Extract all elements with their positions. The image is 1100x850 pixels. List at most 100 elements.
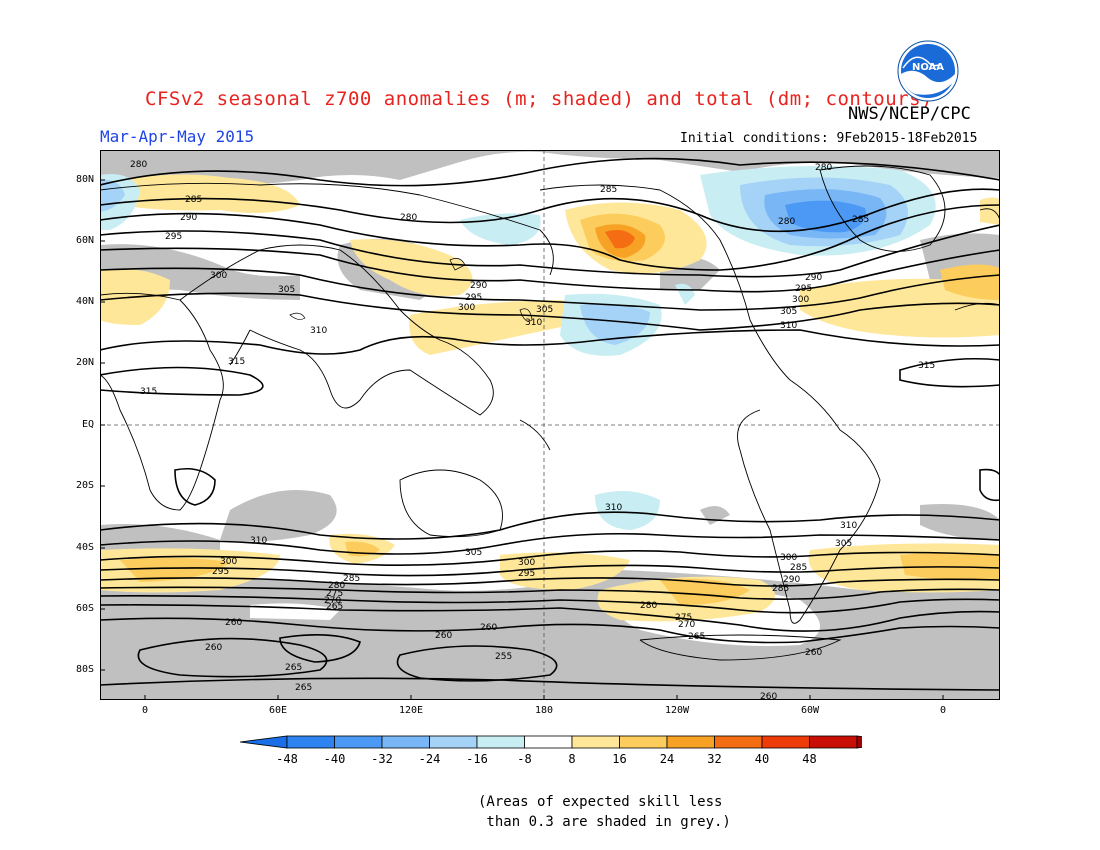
contour-label: 315 [918,361,935,371]
colorbar-swatch [761,735,810,749]
contour-label: 285 [185,195,202,205]
contour-label: 295 [212,567,229,577]
noaa-logo: NOAA [897,40,959,102]
colorbar-swatch [334,735,383,749]
colorbar-tick-label: 16 [612,752,627,766]
contour-label: 265 [688,632,705,642]
contour-label: 300 [780,553,797,563]
contour-label: 260 [760,692,777,700]
contour-label: 280 [400,213,417,223]
contour-label: 285 [852,215,869,225]
colorbar-tick-label: 32 [707,752,722,766]
contour-label: 295 [165,232,182,242]
contour-label: 300 [220,557,237,567]
colorbar-arrow-right [856,735,906,749]
contour-label: 310 [525,318,542,328]
colorbar-swatch [809,735,858,749]
contour-label: 290 [783,575,800,585]
map-title: CFSv2 seasonal z700 anomalies (m; shaded… [145,88,933,110]
contour-label-set: 280 280 285 285 290 280 280 285 295 300 … [130,160,935,700]
colorbar-swatch [524,735,573,749]
contour-label: 275 [675,613,692,623]
lat-label: 40N [75,296,94,307]
colorbar-swatch [429,735,478,749]
contour-label: 310 [840,521,857,531]
colorbar-swatch [476,735,525,749]
colorbar-tick-label: 40 [754,752,770,766]
forecast-period: Mar-Apr-May 2015 [100,127,255,146]
lon-label: 180 [534,705,554,716]
contour-label: 260 [435,631,452,641]
contour-label: 300 [458,303,475,313]
contour-label: 300 [210,271,227,281]
colorbar-tick-label: -32 [371,752,393,766]
agency-label: NWS/NCEP/CPC [848,104,971,124]
contour-label: 265 [295,683,312,693]
colorbar-tick-label: -24 [418,752,441,766]
contour-label: 260 [225,618,242,628]
contour-label: 285 [600,185,617,195]
contour-label: 280 [130,160,147,170]
contour-label: 255 [495,652,512,662]
contour-label: 260 [480,623,497,633]
contour-label: 280 [640,601,657,611]
lat-label: 60S [75,603,94,614]
lon-label: 120E [398,705,424,716]
colorbar-tick-label: -8 [517,752,532,766]
contour-label: 290 [180,213,197,223]
contour-label: 260 [205,643,222,653]
colorbar-swatch [619,735,668,749]
lon-label: 60E [268,705,288,716]
contour-label: 270 [324,596,341,606]
lon-label: 0 [939,705,947,716]
colorbar-tick-label: 24 [659,752,675,766]
contour-label: 305 [536,305,553,315]
contour-label: 275 [326,589,343,599]
lon-label: 0 [141,705,149,716]
contour-label: 265 [285,663,302,673]
contour-label: 290 [805,273,822,283]
contour-label: 315 [140,387,157,397]
contour-label: 310 [250,536,267,546]
contour-label: 280 [815,163,832,173]
contour-label: 285 [772,584,789,594]
lat-label: 80S [75,664,94,675]
lat-label: 40S [75,542,94,553]
contour-label: 285 [343,574,360,584]
colorbar-swatch [381,735,430,749]
contour-label: 265 [326,602,343,612]
lat-label: EQ [81,419,94,430]
negative-anomalies [100,166,936,530]
contour-label: 285 [790,563,807,573]
anomaly-map: 280 280 285 285 290 280 280 285 295 300 … [100,150,1000,704]
axis-ticks [100,179,944,700]
colorbar-tick-label: 48 [802,752,817,766]
contour-label: 295 [795,284,812,294]
contour-label: 305 [278,285,295,295]
lat-label: 20S [75,480,94,491]
contour-label: 300 [518,558,535,568]
skill-note: (Areas of expected skill less than 0.3 a… [478,794,731,830]
colorbar-swatch [571,735,620,749]
colorbar-tick-label: 8 [568,752,576,766]
contour-label: 310 [605,503,622,513]
contour-label: 270 [678,620,695,630]
colorbar-tick-label: -16 [466,752,488,766]
contour-label: 310 [780,321,797,331]
contour-label: 305 [835,539,852,549]
contour-label: 260 [805,648,822,658]
contour-label: 305 [465,548,482,558]
lat-label: 80N [75,174,94,185]
lon-label: 120W [664,705,690,716]
contour-label: 280 [778,217,795,227]
lon-label: 60W [800,705,820,716]
contour-label: 290 [470,281,487,291]
colorbar-swatch [666,735,715,749]
contour-label: 295 [465,293,482,303]
colorbar-tick-label: -40 [323,752,346,766]
contour-label: 315 [228,357,245,367]
logo-text: NOAA [912,62,944,73]
lat-label: 60N [75,235,94,246]
contour-label: 310 [310,326,327,336]
contour-label: 305 [780,307,797,317]
